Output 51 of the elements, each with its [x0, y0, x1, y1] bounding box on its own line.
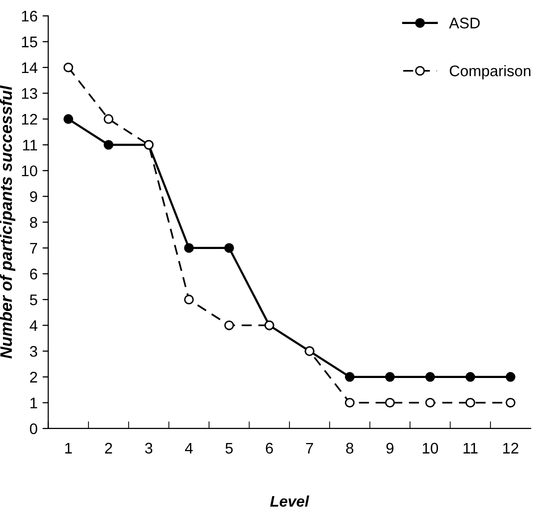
- y-tick-label: 10: [22, 165, 38, 176]
- point: [104, 140, 114, 150]
- legend-label: Comparison: [450, 65, 530, 80]
- y-tick-label: 0: [30, 423, 38, 434]
- y-tick-label: 5: [30, 294, 38, 306]
- point: [224, 243, 234, 253]
- y-tick-label: 2: [30, 372, 38, 382]
- legend-label: ASD: [449, 18, 480, 28]
- point: [506, 398, 516, 408]
- x-tick-label: 2: [105, 442, 112, 454]
- y-axis-title: Number of participants successful: [0, 85, 16, 358]
- x-tick-label: 6: [266, 442, 273, 454]
- point: [465, 398, 476, 408]
- y-tick-label: 11: [23, 140, 38, 150]
- point: [465, 372, 476, 382]
- point: [425, 398, 435, 408]
- x-tick-label: 3: [145, 442, 152, 454]
- x-tick-label: 10: [422, 442, 438, 454]
- x-tick-label: 1: [65, 442, 72, 454]
- point: [425, 372, 435, 382]
- point: [184, 294, 194, 304]
- point: [385, 398, 395, 408]
- x-tick-label: 12: [503, 442, 518, 454]
- x-axis-title: Level: [270, 496, 310, 507]
- y-tick-label: 16: [22, 10, 38, 22]
- x-tick-label: 7: [306, 442, 314, 454]
- x-tick-label: 5: [226, 442, 233, 454]
- y-tick-label: 6: [30, 268, 38, 280]
- point: [344, 372, 355, 382]
- y-tick-label: 1: [30, 398, 38, 408]
- y-tick-label: 15: [22, 36, 38, 48]
- y-tick-label: 9: [30, 191, 38, 202]
- y-tick-label: 3: [30, 346, 38, 357]
- point: [184, 243, 194, 253]
- x-tick-label: 11: [464, 442, 478, 454]
- x-tick-label: 9: [386, 442, 394, 454]
- point: [104, 114, 114, 124]
- y-tick-label: 4: [30, 320, 38, 331]
- point: [385, 372, 395, 382]
- point: [344, 398, 355, 408]
- x-tick-label: 8: [346, 442, 354, 454]
- y-tick-label: 13: [22, 88, 38, 99]
- point: [506, 372, 516, 382]
- y-tick-label: 8: [30, 217, 38, 228]
- x-tick-label: 4: [185, 442, 193, 454]
- point: [224, 320, 234, 330]
- point: [63, 114, 74, 124]
- y-tick-label: 14: [22, 62, 38, 73]
- y-tick-label: 12: [22, 114, 38, 125]
- y-tick-label: 7: [30, 242, 38, 254]
- point: [63, 62, 74, 72]
